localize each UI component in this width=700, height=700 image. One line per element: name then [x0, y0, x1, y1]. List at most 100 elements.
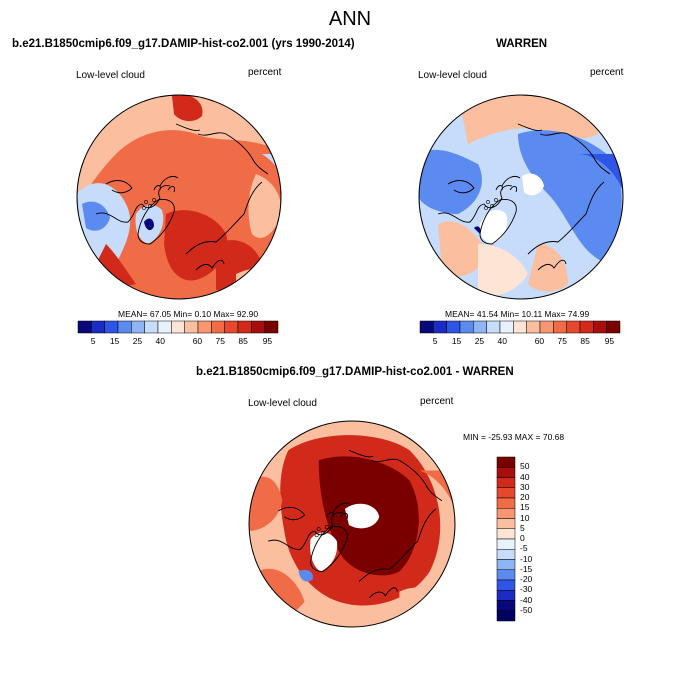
coastline	[358, 508, 437, 582]
colorbar-swatch	[496, 600, 516, 611]
coastline	[371, 458, 443, 502]
colorbar-swatch	[264, 320, 279, 334]
coastline	[527, 181, 605, 255]
coastline	[537, 259, 567, 271]
coastline	[447, 180, 475, 194]
colorbar-labels-model: 5 15 25 40 60 75 85 95	[78, 336, 278, 348]
colorbar-swatch	[496, 508, 516, 519]
panel-units-label-obs: percent	[590, 67, 624, 78]
colorbar-swatch	[433, 320, 447, 334]
stats-obs: MEAN= 41.54 Min= 10.11 Max= 74.99	[445, 309, 590, 319]
colorbar-tick-label: 95	[262, 336, 273, 346]
field-region	[419, 149, 482, 214]
field-region	[518, 130, 622, 264]
panel-units-label-diff: percent	[420, 396, 454, 407]
field-region	[344, 503, 380, 529]
colorbar-swatch	[496, 528, 516, 540]
coastline	[326, 502, 352, 520]
colorbar-tick-label: 20	[520, 492, 530, 502]
colorbar-swatch	[496, 610, 516, 622]
colorbar-swatch	[157, 320, 172, 334]
colorbar-tick-label: 40	[497, 336, 508, 346]
coastline	[495, 175, 521, 193]
colorbar-swatch	[526, 320, 541, 334]
colorbar-swatch	[496, 549, 516, 560]
polar-map-diff	[248, 420, 456, 628]
main-title: ANN	[328, 8, 372, 30]
coastline	[437, 185, 513, 223]
colorbar-swatch	[224, 320, 239, 334]
colorbar-swatch	[197, 320, 212, 334]
polar-map-obs	[418, 94, 624, 300]
lake-outline	[324, 525, 329, 529]
colorbar-tick-label: -30	[520, 584, 533, 595]
coastline	[153, 175, 179, 193]
colorbar-tick-label: -5	[520, 543, 528, 554]
panel-title-diff: b.e21.B1850cmip6.f09_g17.DAMIP-hist-co2.…	[196, 366, 514, 378]
colorbar-swatch	[496, 487, 516, 499]
colorbar-swatch	[131, 320, 145, 334]
lake-outline	[142, 206, 146, 210]
colorbar-swatch	[486, 320, 501, 334]
colorbar-swatch	[77, 320, 92, 334]
colorbar-swatch	[499, 320, 514, 334]
colorbar-swatch	[91, 320, 105, 334]
coastline	[479, 199, 517, 245]
field-region	[438, 221, 488, 277]
coastline	[517, 123, 543, 131]
colorbar-tick-label: -10	[520, 553, 533, 564]
colorbar-tick-label: 75	[215, 336, 226, 346]
colorbar-swatch	[579, 320, 594, 334]
coastline	[185, 181, 263, 255]
colorbar-swatch	[496, 569, 516, 581]
lake-outline	[486, 200, 490, 204]
lake-outline	[144, 200, 148, 204]
colorbar-swatch	[117, 320, 132, 334]
panel-title-model: b.e21.B1850cmip6.f09_g17.DAMIP-hist-co2.…	[12, 38, 355, 50]
coastline	[268, 512, 344, 550]
lake-outline	[314, 533, 319, 538]
colorbar-diff	[496, 456, 516, 622]
stats-model: MEAN= 67.05 Min= 0.10 Max= 92.90	[118, 309, 259, 319]
field-region	[249, 476, 283, 532]
colorbar-tick-label: 5	[520, 522, 525, 533]
colorbar-swatch	[566, 320, 581, 334]
colorbar-swatch	[459, 320, 474, 334]
panel-variable-label-diff: Low-level cloud	[248, 398, 317, 409]
colorbar-swatch	[171, 320, 185, 334]
map-border	[248, 420, 456, 628]
colorbar-swatch	[211, 320, 225, 334]
colorbar-swatch	[496, 590, 516, 601]
colorbar-tick-label: 60	[192, 336, 203, 346]
colorbar-tick-label: 95	[604, 336, 615, 346]
colorbar-tick-label: 15	[109, 336, 120, 346]
colorbar-tick-label: 50	[520, 461, 530, 472]
colorbar-tick-label: -15	[520, 563, 533, 574]
field-region	[479, 209, 508, 244]
panel-variable-label-model: Low-level cloud	[76, 70, 145, 81]
field-region	[298, 569, 313, 582]
colorbar-swatch	[251, 320, 265, 334]
colorbar-tick-label: 75	[557, 336, 568, 346]
colorbar-obs	[419, 320, 621, 334]
lake-outline	[152, 198, 156, 202]
field-region	[478, 244, 528, 296]
coastline	[195, 259, 225, 271]
coastline	[278, 506, 306, 521]
colorbar-model	[77, 320, 279, 334]
panel-units-label-model: percent	[248, 67, 282, 78]
colorbar-swatch	[184, 320, 199, 334]
colorbar-swatch	[593, 320, 607, 334]
coastline	[539, 132, 611, 175]
colorbar-swatch	[539, 320, 554, 334]
field-region	[82, 201, 110, 231]
field-region	[164, 210, 228, 281]
map-border	[76, 94, 282, 300]
coastline	[197, 132, 269, 175]
colorbar-tick-label: 30	[520, 481, 530, 492]
lake-outline	[316, 527, 321, 531]
panel-variable-label-obs: Low-level cloud	[418, 70, 487, 81]
field-region	[399, 587, 446, 625]
field-region	[528, 244, 568, 292]
polar-map-model	[76, 94, 282, 300]
